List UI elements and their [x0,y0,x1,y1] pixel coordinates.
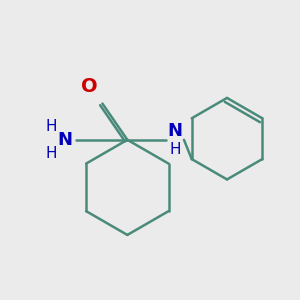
Text: N: N [58,131,73,149]
Text: N: N [167,122,182,140]
Text: H: H [169,142,181,158]
Text: H: H [46,146,57,161]
Text: H: H [46,119,57,134]
Text: O: O [81,77,98,96]
